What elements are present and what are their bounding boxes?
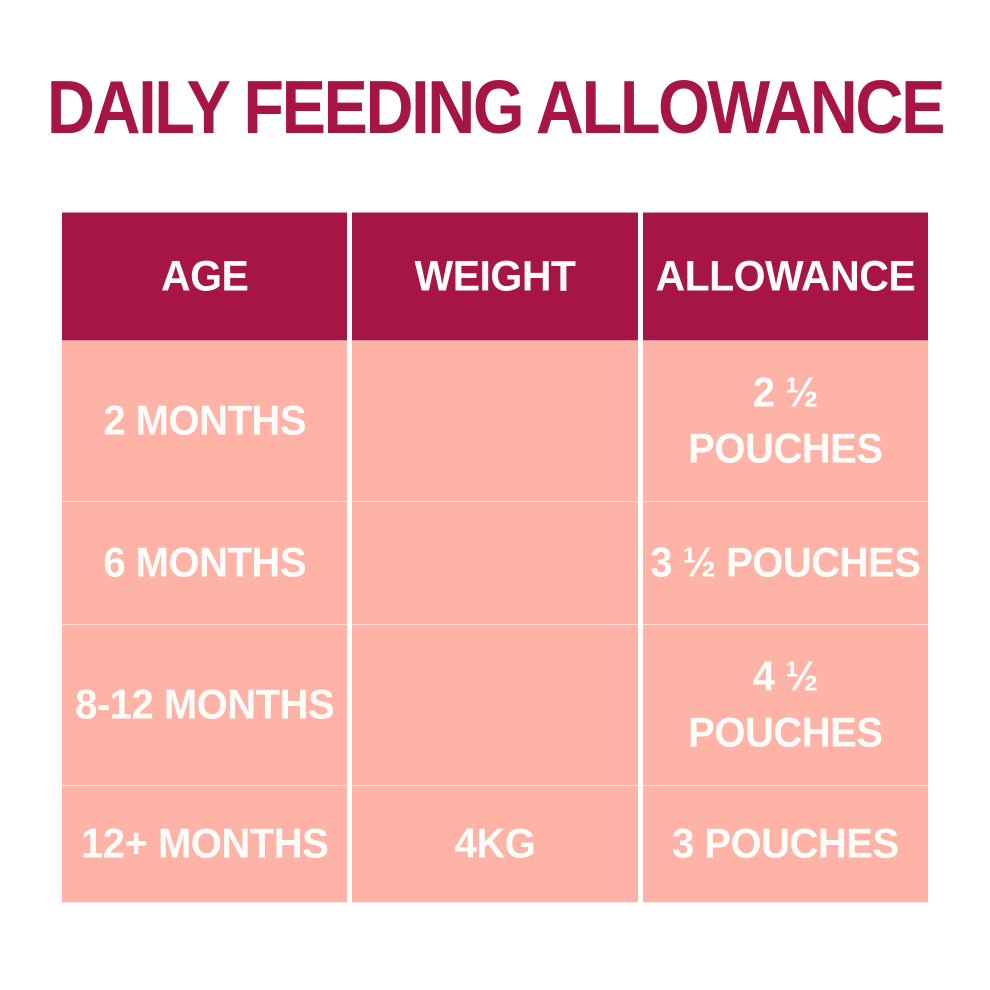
cell-weight-row2 <box>352 501 638 625</box>
allowance-value-line1: 3 POUCHES <box>671 821 899 867</box>
column-header-allowance-label: ALLOWANCE <box>655 251 916 300</box>
page-title: DAILY FEEDING ALLOWANCE <box>46 65 946 150</box>
column-header-age-label: AGE <box>160 251 249 300</box>
age-value: 6 MONTHS <box>103 540 306 586</box>
allowance-value-line2: POUCHES <box>688 426 883 472</box>
column-header-allowance: ALLOWANCE <box>642 212 928 341</box>
cell-age-row3: 8-12 MONTHS <box>62 624 348 786</box>
feeding-table: AGE WEIGHT ALLOWANCE 2 MONTHS 2 ½ POUCHE… <box>62 212 928 903</box>
column-header-weight-label: WEIGHT <box>414 251 576 300</box>
cell-age-row4: 12+ MONTHS <box>62 785 348 903</box>
cell-weight-row1 <box>352 340 638 502</box>
cell-weight-row3 <box>352 624 638 786</box>
age-value: 2 MONTHS <box>103 398 306 444</box>
cell-age-row2: 6 MONTHS <box>62 501 348 625</box>
column-header-weight: WEIGHT <box>352 212 638 341</box>
cell-allowance-row1: 2 ½ POUCHES <box>642 340 928 502</box>
allowance-value-line1: 2 ½ <box>752 370 819 416</box>
cell-allowance-row4: 3 POUCHES <box>642 785 928 903</box>
allowance-value-line1: 3 ½ POUCHES <box>650 540 921 586</box>
allowance-value-line1: 4 ½ <box>752 654 819 700</box>
allowance-value-line2: POUCHES <box>688 710 883 756</box>
cell-allowance-row3: 4 ½ POUCHES <box>642 624 928 786</box>
weight-value: 4KG <box>454 821 536 867</box>
cell-age-row1: 2 MONTHS <box>62 340 348 502</box>
age-value: 8-12 MONTHS <box>75 682 335 728</box>
age-value: 12+ MONTHS <box>81 821 329 867</box>
cell-weight-row4: 4KG <box>352 785 638 903</box>
cell-allowance-row2: 3 ½ POUCHES <box>642 501 928 625</box>
column-header-age: AGE <box>62 212 348 341</box>
